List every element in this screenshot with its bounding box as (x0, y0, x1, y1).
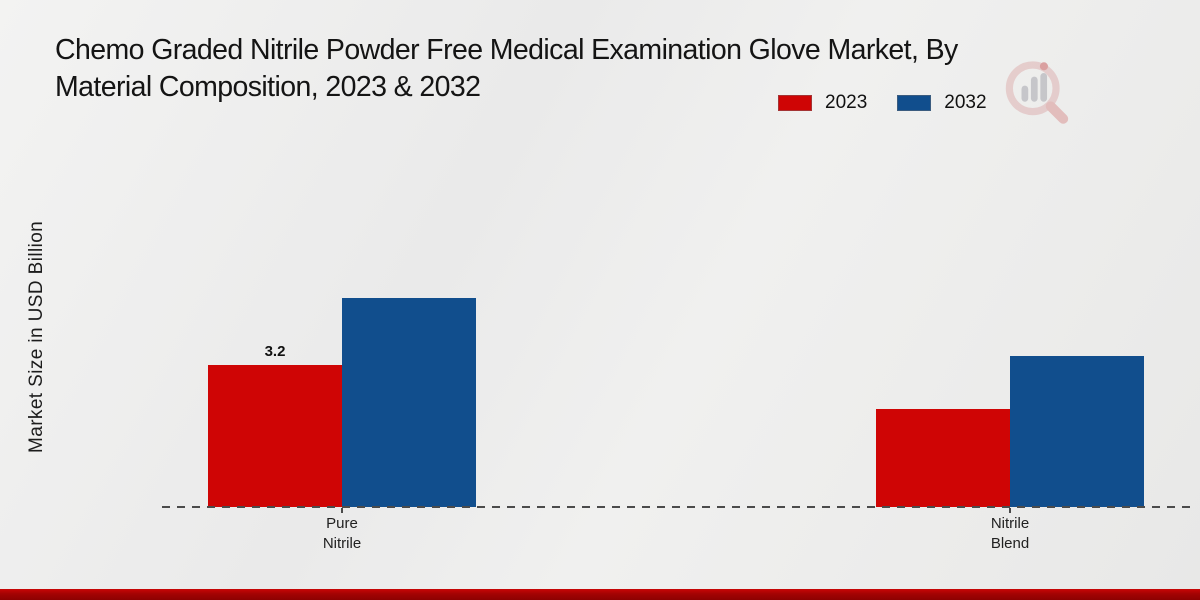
x-axis-tick (341, 508, 343, 513)
bar-2023-nitrile-blend (876, 409, 1010, 507)
x-axis-category-label-nitrile-blend: Nitrile Blend (990, 515, 1030, 552)
bar-2032-pure-nitrile (342, 298, 476, 507)
x-axis-tick (1009, 508, 1011, 513)
bar-2032-nitrile-blend (1010, 356, 1144, 507)
x-axis-category-label-pure-nitrile: Pure Nitrile (322, 515, 362, 552)
y-axis-label: Market Size in USD Billion (26, 220, 47, 454)
legend-label-2023: 2023 (825, 92, 868, 113)
bar-2023-pure-nitrile (208, 365, 342, 507)
legend-label-2032: 2032 (944, 92, 987, 113)
legend-swatch-2023 (778, 95, 812, 111)
chart-title-line-2: Material Composition, 2023 & 2032 (55, 71, 481, 103)
footer-accent-bar (0, 589, 1200, 600)
legend-item-2032[interactable]: 2032 (897, 92, 987, 114)
legend-item-2023[interactable]: 2023 (778, 92, 867, 114)
x-axis-line (162, 506, 1190, 508)
bar-value-label-2023-pure-nitrile: 3.2 (264, 343, 286, 360)
magnifier-bar-chart-logo-icon (1005, 61, 1069, 124)
chart-title-line-1: Chemo Graded Nitrile Powder Free Medical… (55, 34, 958, 66)
legend: 2023 2032 (778, 92, 987, 114)
legend-swatch-2032 (897, 95, 932, 111)
chart-title: Chemo Graded Nitrile Powder Free Medical… (55, 32, 958, 106)
